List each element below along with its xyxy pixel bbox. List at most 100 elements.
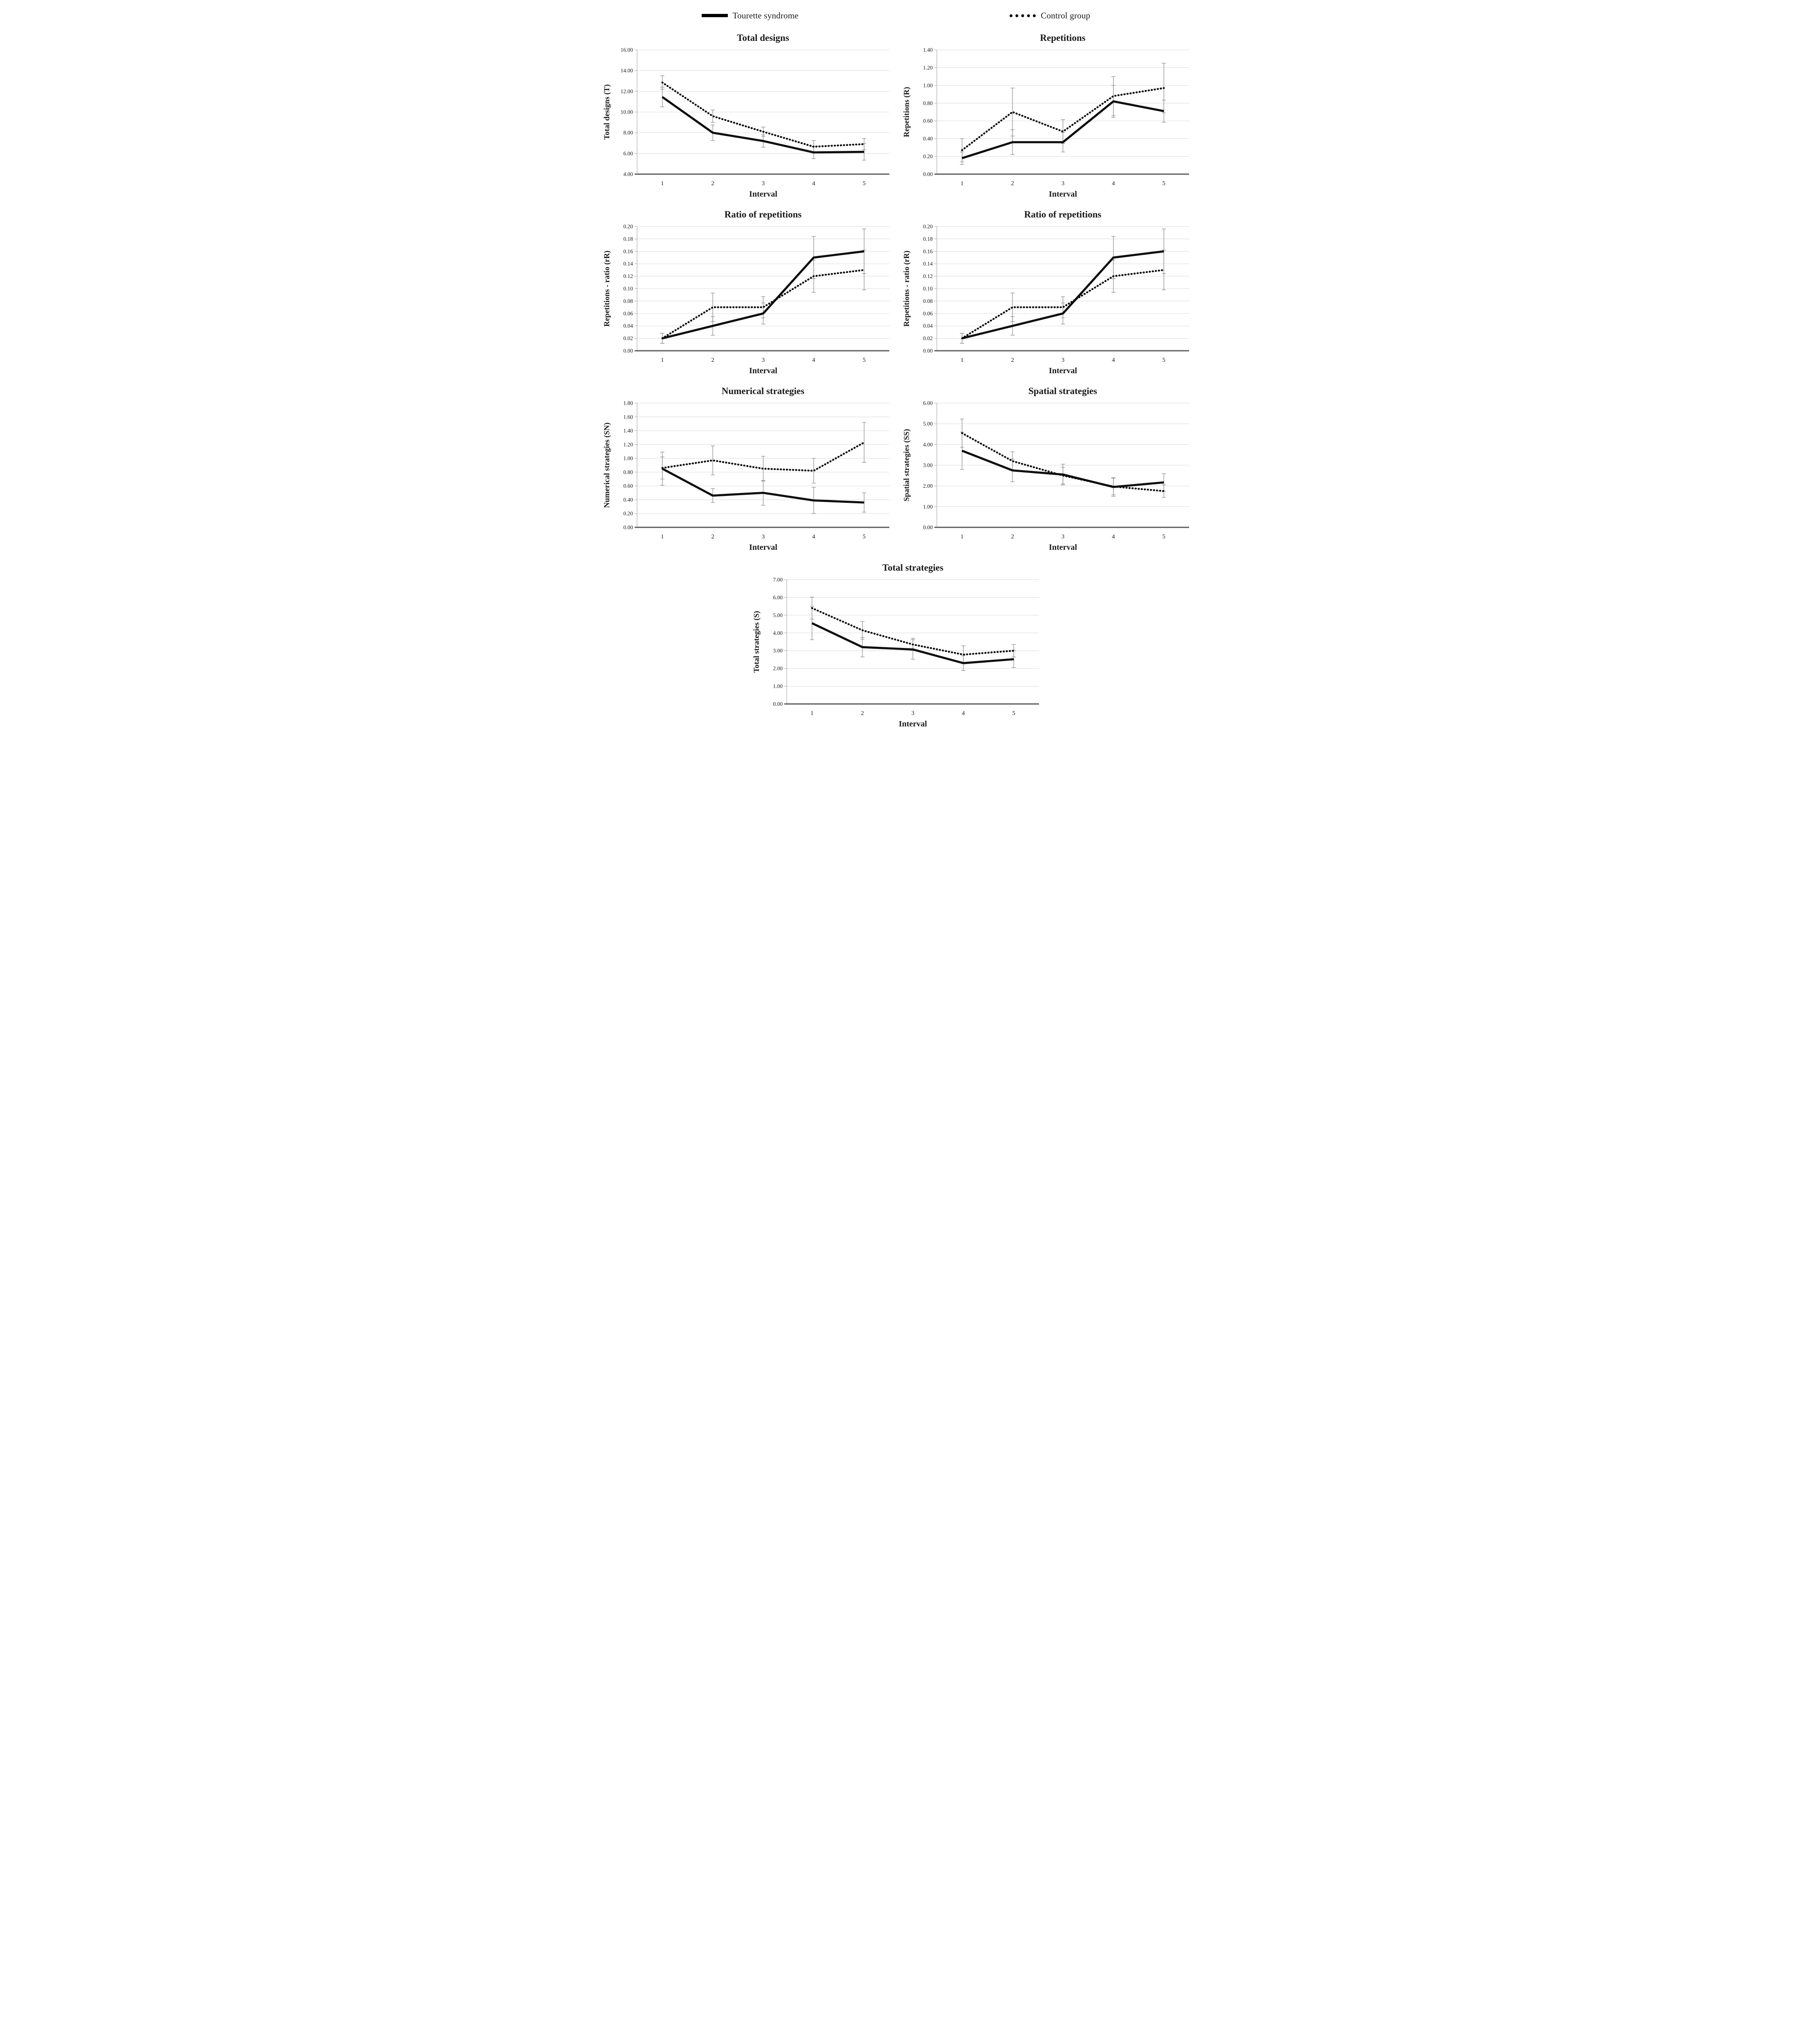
plot-svg: 0.00 0.20 0.40 0.60 0.80 1.00 1.20 1.40 1.60 1.80…	[603, 400, 889, 552]
svg-text:5.00: 5.00	[923, 421, 933, 427]
svg-text:Interval: Interval	[749, 190, 777, 199]
svg-text:6.00: 6.00	[923, 400, 933, 406]
plot-svg: 0.00 0.02 0.04 0.06 0.08 0.10 0.12 0.14 0.16 0.18…	[902, 224, 1189, 375]
svg-text:Interval: Interval	[1049, 366, 1077, 375]
svg-text:3: 3	[911, 710, 915, 717]
chart-ratio-of-repetitions-right: Ratio of repetitions 0.00 0.02 0.04 0.06 0.0…	[900, 205, 1200, 382]
svg-text:4.00: 4.00	[623, 171, 633, 177]
svg-text:3: 3	[1061, 357, 1064, 363]
svg-text:0.60: 0.60	[623, 483, 633, 489]
chart-title-numerical-strategies: Numerical strategies	[721, 386, 805, 396]
svg-text:0.16: 0.16	[623, 248, 633, 254]
svg-text:3: 3	[761, 357, 765, 363]
svg-text:1.00: 1.00	[773, 683, 783, 689]
svg-text:Interval: Interval	[749, 366, 777, 375]
svg-text:Total designs (T): Total designs (T)	[603, 84, 611, 140]
svg-text:0.18: 0.18	[923, 236, 933, 242]
svg-text:0.20: 0.20	[623, 224, 633, 230]
svg-text:4: 4	[812, 533, 815, 540]
svg-text:Spatial strategies (SS): Spatial strategies (SS)	[902, 429, 911, 501]
svg-text:5: 5	[1162, 357, 1165, 363]
svg-text:1: 1	[810, 710, 814, 717]
svg-text:0.14: 0.14	[923, 261, 933, 267]
svg-text:0.06: 0.06	[923, 310, 933, 316]
plot-svg: 0.00 1.00 2.00 3.00 4.00 5.00 6.00 1 2 3 4 5 Interva…	[902, 400, 1189, 552]
svg-text:Interval: Interval	[1049, 543, 1077, 552]
legend-label-control-group: Control group	[1041, 10, 1091, 20]
svg-text:1.60: 1.60	[623, 414, 633, 420]
svg-text:0.10: 0.10	[923, 286, 933, 292]
plot-svg: 0.00 0.20 0.40 0.60 0.80 1.00 1.20 1.40 1 2 3 4 5 Int…	[902, 47, 1189, 199]
svg-text:0.00: 0.00	[923, 171, 933, 177]
svg-text:6.00: 6.00	[773, 594, 783, 601]
svg-text:2: 2	[711, 180, 714, 187]
svg-text:Repetitions (R): Repetitions (R)	[902, 87, 911, 137]
solid-line-swatch	[701, 14, 728, 17]
svg-text:2.00: 2.00	[773, 666, 783, 672]
svg-text:1.20: 1.20	[923, 65, 933, 71]
plot-repetitions: 0.00 0.20 0.40 0.60 0.80 1.00 1.20 1.40 1 2 3 4 5 Int…	[900, 44, 1200, 201]
svg-text:0.40: 0.40	[623, 497, 633, 503]
svg-text:2: 2	[1011, 180, 1014, 187]
svg-text:5: 5	[1012, 710, 1016, 717]
svg-text:0.00: 0.00	[773, 701, 783, 707]
svg-text:3: 3	[761, 533, 765, 540]
svg-text:5.00: 5.00	[773, 612, 783, 618]
svg-text:0.60: 0.60	[923, 118, 933, 124]
chart-title-ratio-of-repetitions-left: Ratio of repetitions	[724, 209, 802, 220]
chart-title-ratio-of-repetitions-right: Ratio of repetitions	[1024, 209, 1102, 220]
plot-ratio-of-repetitions-left: 0.00 0.02 0.04 0.06 0.08 0.10 0.12 0.14 0.16 0.18…	[600, 221, 900, 378]
chart-ratio-of-repetitions-left: Ratio of repetitions 0.00 0.02 0.04 0.06 0.0…	[600, 205, 900, 382]
svg-text:1.40: 1.40	[923, 47, 933, 53]
svg-text:1.00: 1.00	[923, 82, 933, 88]
svg-text:0.04: 0.04	[923, 323, 933, 329]
svg-text:2: 2	[711, 533, 714, 540]
svg-text:4: 4	[962, 710, 965, 717]
svg-text:1: 1	[960, 357, 963, 363]
svg-text:16.00: 16.00	[620, 47, 633, 53]
legend-item-tourette-syndrome: Tourette syndrome	[600, 11, 900, 21]
svg-text:4.00: 4.00	[923, 442, 933, 448]
plot-spatial-strategies: 0.00 1.00 2.00 3.00 4.00 5.00 6.00 1 2 3 4 5 Interva…	[900, 397, 1200, 554]
svg-text:1: 1	[660, 357, 664, 363]
legend-label-tourette-syndrome: Tourette syndrome	[732, 10, 799, 20]
svg-text:0.00: 0.00	[623, 524, 633, 531]
plot-total-designs: 4.00 6.00 8.00 10.00 12.00 14.00 16.00 1 2 3 4 5 Int…	[600, 44, 900, 201]
svg-text:1.00: 1.00	[923, 504, 933, 510]
svg-text:3: 3	[1061, 180, 1064, 187]
svg-text:Repetitions - ratio (rR): Repetitions - ratio (rR)	[902, 251, 911, 327]
svg-text:Numerical strategies (SN): Numerical strategies (SN)	[603, 423, 611, 508]
chart-title-repetitions: Repetitions	[1040, 33, 1086, 43]
svg-text:4.00: 4.00	[773, 630, 783, 636]
svg-text:Total strategies (S): Total strategies (S)	[752, 611, 761, 672]
svg-text:2: 2	[711, 357, 714, 363]
svg-text:0.00: 0.00	[623, 348, 633, 354]
svg-text:14.00: 14.00	[620, 67, 633, 74]
svg-text:1.00: 1.00	[623, 455, 633, 462]
svg-text:0.16: 0.16	[923, 248, 933, 254]
svg-text:5: 5	[1162, 180, 1165, 187]
svg-text:Interval: Interval	[1049, 190, 1077, 199]
svg-text:0.12: 0.12	[923, 273, 933, 279]
chart-title-total-strategies: Total strategies	[882, 563, 944, 573]
svg-text:0.10: 0.10	[623, 286, 633, 292]
svg-text:1.80: 1.80	[623, 400, 633, 406]
chart-spatial-strategies: Spatial strategies 0.00 1.00 2.00 3.00 4.00 5…	[900, 382, 1200, 558]
svg-text:7.00: 7.00	[773, 577, 783, 583]
svg-text:4: 4	[812, 357, 815, 363]
svg-text:2: 2	[1011, 533, 1014, 540]
svg-text:Interval: Interval	[899, 719, 927, 728]
svg-text:5: 5	[1162, 533, 1165, 540]
svg-text:4: 4	[1112, 180, 1115, 187]
svg-text:5: 5	[862, 357, 866, 363]
svg-text:0.02: 0.02	[923, 335, 933, 341]
svg-text:1: 1	[960, 180, 963, 187]
svg-text:0.80: 0.80	[923, 100, 933, 106]
svg-text:10.00: 10.00	[620, 109, 633, 115]
svg-text:0.00: 0.00	[923, 348, 933, 354]
svg-text:8.00: 8.00	[623, 130, 633, 136]
svg-text:1.20: 1.20	[623, 442, 633, 448]
plot-svg: 0.00 0.02 0.04 0.06 0.08 0.10 0.12 0.14 0.16 0.18…	[603, 224, 889, 375]
svg-text:1: 1	[660, 180, 664, 187]
chart-grid: Total designs 4.00 6.00 8.00 10.00 12.00 14.0…	[600, 29, 1200, 735]
